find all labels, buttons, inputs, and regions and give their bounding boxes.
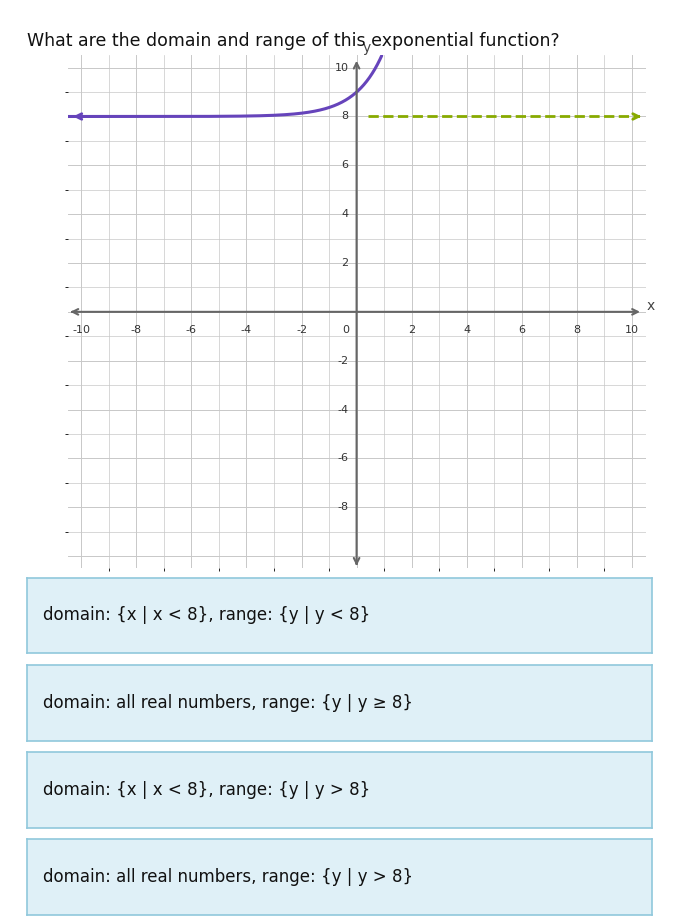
Text: 2: 2 bbox=[341, 258, 348, 268]
Text: 10: 10 bbox=[625, 325, 639, 335]
Text: -4: -4 bbox=[337, 405, 348, 415]
Text: 2: 2 bbox=[408, 325, 415, 335]
Text: -8: -8 bbox=[337, 503, 348, 512]
Text: 4: 4 bbox=[463, 325, 470, 335]
Text: domain: all real numbers, range: {y | y > 8}: domain: all real numbers, range: {y | y … bbox=[43, 868, 413, 886]
Text: 6: 6 bbox=[518, 325, 525, 335]
Text: domain: {x | x < 8}, range: {y | y > 8}: domain: {x | x < 8}, range: {y | y > 8} bbox=[43, 781, 370, 798]
Text: -6: -6 bbox=[186, 325, 197, 335]
Text: What are the domain and range of this exponential function?: What are the domain and range of this ex… bbox=[27, 32, 560, 50]
Text: 10: 10 bbox=[335, 63, 348, 73]
Text: 0: 0 bbox=[343, 325, 349, 335]
Text: -10: -10 bbox=[72, 325, 91, 335]
Text: y: y bbox=[362, 41, 370, 55]
Text: 6: 6 bbox=[341, 161, 348, 170]
Text: 4: 4 bbox=[341, 209, 348, 219]
Text: domain: {x | x < 8}, range: {y | y < 8}: domain: {x | x < 8}, range: {y | y < 8} bbox=[43, 606, 370, 625]
Text: -2: -2 bbox=[337, 356, 348, 366]
Text: 8: 8 bbox=[341, 112, 348, 121]
Text: x: x bbox=[647, 298, 655, 312]
Text: -6: -6 bbox=[337, 454, 348, 463]
Text: -8: -8 bbox=[131, 325, 142, 335]
Text: -4: -4 bbox=[241, 325, 252, 335]
Text: -2: -2 bbox=[296, 325, 307, 335]
Text: 8: 8 bbox=[573, 325, 580, 335]
Text: domain: all real numbers, range: {y | y ≥ 8}: domain: all real numbers, range: {y | y … bbox=[43, 694, 412, 711]
